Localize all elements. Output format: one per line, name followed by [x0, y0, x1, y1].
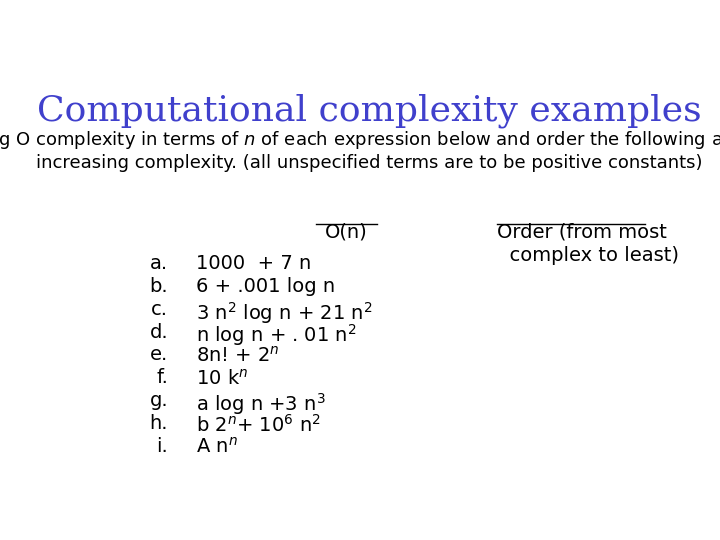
- Text: 3 n$^{2}$ log n + 21 n$^{2}$: 3 n$^{2}$ log n + 21 n$^{2}$: [196, 300, 372, 326]
- Text: d.: d.: [150, 322, 168, 342]
- Text: A n$^{n}$: A n$^{n}$: [196, 437, 238, 457]
- Text: a.: a.: [150, 254, 168, 273]
- Text: 6 + .001 log n: 6 + .001 log n: [196, 277, 335, 296]
- Text: complex to least): complex to least): [498, 246, 680, 265]
- Text: Computational complexity examples: Computational complexity examples: [37, 94, 701, 129]
- Text: n log n + . 01 n$^{2}$: n log n + . 01 n$^{2}$: [196, 322, 357, 348]
- Text: 8n! + 2$^{n}$: 8n! + 2$^{n}$: [196, 346, 279, 366]
- Text: 10 k$^{n}$: 10 k$^{n}$: [196, 368, 248, 388]
- Text: 1000  + 7 n: 1000 + 7 n: [196, 254, 311, 273]
- Text: h.: h.: [150, 414, 168, 433]
- Text: e.: e.: [150, 346, 168, 365]
- Text: g.: g.: [150, 391, 168, 410]
- Text: Big O complexity in terms of $n$ of each expression below and order the followin: Big O complexity in terms of $n$ of each…: [0, 129, 720, 172]
- Text: a log n +3 n$^{3}$: a log n +3 n$^{3}$: [196, 391, 325, 417]
- Text: i.: i.: [156, 437, 168, 456]
- Text: O(n): O(n): [325, 223, 368, 242]
- Text: b.: b.: [150, 277, 168, 296]
- Text: c.: c.: [151, 300, 168, 319]
- Text: f.: f.: [156, 368, 168, 387]
- Text: Order (from most: Order (from most: [498, 223, 667, 242]
- Text: b 2$^{n}$+ 10$^{6}$ n$^{2}$: b 2$^{n}$+ 10$^{6}$ n$^{2}$: [196, 414, 321, 436]
